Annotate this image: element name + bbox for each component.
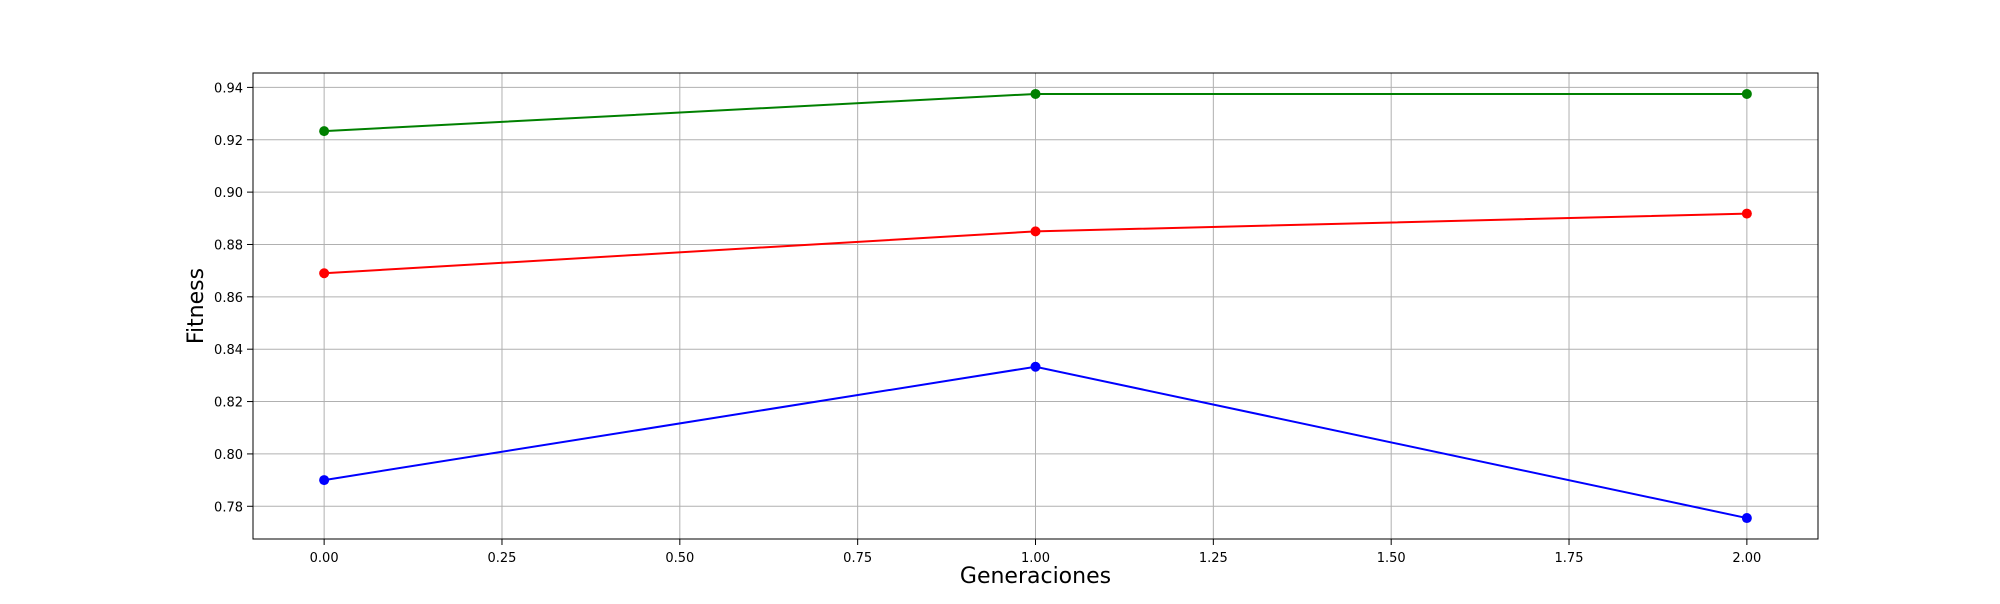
x-tick-label: 2.00 <box>1732 551 1761 566</box>
y-axis-ticks: 0.78 0.80 0.82 0.84 0.86 0.88 0.90 0.92 0.94 <box>214 81 253 515</box>
x-tick-label: 1.50 <box>1377 551 1406 566</box>
data-point <box>319 475 330 486</box>
y-tick-label: 0.94 <box>214 81 243 96</box>
x-tick-label: 1.75 <box>1555 551 1584 566</box>
series-3 <box>319 361 1752 524</box>
data-point <box>1741 88 1752 99</box>
data-point <box>1030 88 1041 99</box>
x-tick-label: 1.25 <box>1199 551 1228 566</box>
grid <box>253 73 1818 539</box>
y-tick-label: 0.86 <box>214 291 243 306</box>
y-tick-label: 0.92 <box>214 134 243 149</box>
data-point <box>1030 226 1041 237</box>
data-point <box>1741 208 1752 219</box>
x-axis-ticks: 0.00 0.25 0.50 0.75 1.00 1.25 1.50 1.75 2.00 <box>310 539 1761 566</box>
x-tick-label: 0.25 <box>488 551 517 566</box>
y-tick-label: 0.78 <box>214 500 243 515</box>
y-tick-label: 0.82 <box>214 396 243 411</box>
data-point <box>1030 361 1041 372</box>
x-tick-label: 0.50 <box>665 551 694 566</box>
y-axis-title: Fitness <box>184 268 209 344</box>
x-tick-label: 0.00 <box>310 551 339 566</box>
series-layer <box>319 88 1752 524</box>
x-tick-label: 0.75 <box>843 551 872 566</box>
y-tick-label: 0.90 <box>214 186 243 201</box>
data-point <box>1741 513 1752 524</box>
x-tick-label: 1.00 <box>1021 551 1050 566</box>
series-2 <box>319 208 1752 279</box>
x-axis-title: Generaciones <box>960 564 1111 589</box>
y-tick-label: 0.84 <box>214 343 243 358</box>
data-point <box>319 268 330 279</box>
series-1 <box>319 88 1752 137</box>
y-tick-label: 0.80 <box>214 448 243 463</box>
data-point <box>319 126 330 137</box>
y-tick-label: 0.88 <box>214 238 243 253</box>
